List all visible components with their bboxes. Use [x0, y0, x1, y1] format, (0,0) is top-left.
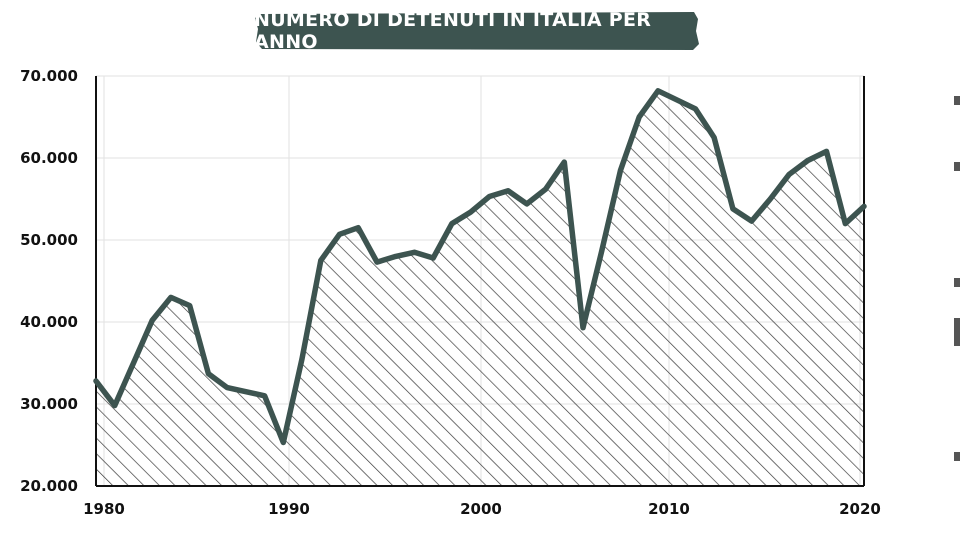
- y-tick-label: 30.000: [20, 395, 78, 413]
- edge-mark: [954, 318, 960, 346]
- y-tick-label: 40.000: [20, 313, 78, 331]
- edge-mark: [954, 452, 960, 461]
- x-tick-label: 1990: [268, 500, 310, 518]
- axes: [95, 76, 865, 487]
- x-tick-label: 1980: [83, 500, 125, 518]
- x-tick-labels: 1980 1990 2000 2010 2020: [83, 500, 881, 518]
- chart-title: NUMERO DI DETENUTI IN ITALIA PER ANNO: [254, 9, 652, 53]
- y-tick-label: 20.000: [20, 477, 78, 495]
- series-line: [93, 88, 867, 446]
- y-tick-label: 60.000: [20, 149, 78, 167]
- area-fill: [96, 90, 864, 487]
- y-tick-labels: 20.000 30.000 40.000 50.000 60.000 70.000: [20, 67, 78, 495]
- edge-mark: [954, 278, 960, 287]
- y-tick-label: 50.000: [20, 231, 78, 249]
- y-tick-label: 70.000: [20, 67, 78, 85]
- edge-mark: [954, 162, 960, 171]
- x-tick-label: 2010: [648, 500, 690, 518]
- title-banner: [255, 12, 699, 50]
- x-tick-label: 2020: [839, 500, 881, 518]
- edge-mark: [954, 96, 960, 105]
- x-tick-label: 2000: [460, 500, 502, 518]
